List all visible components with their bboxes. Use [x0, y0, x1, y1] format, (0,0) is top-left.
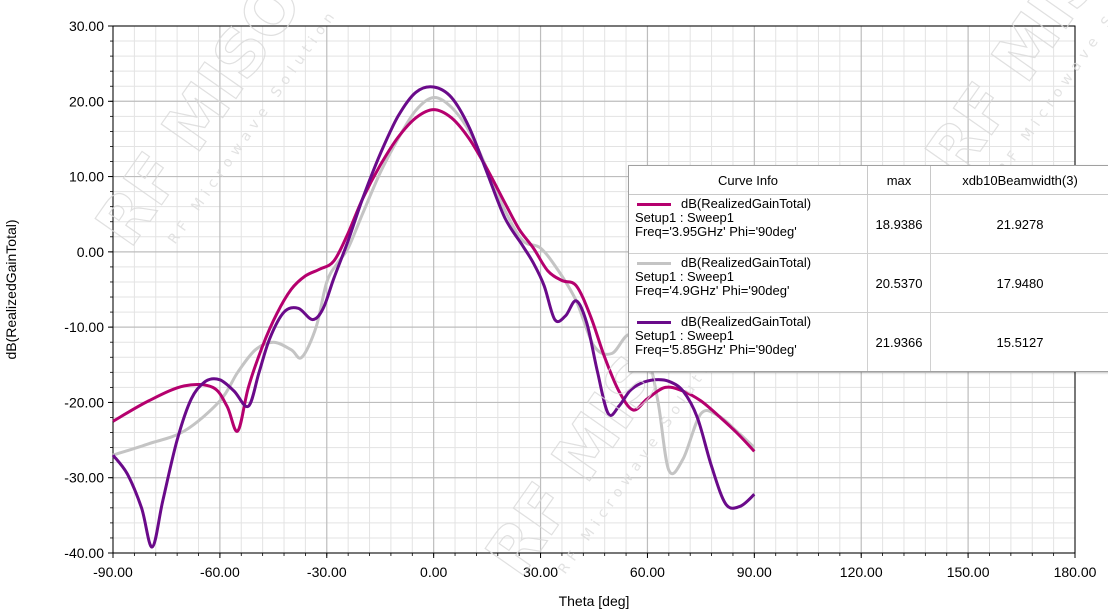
legend-swatch	[637, 320, 671, 324]
legend-beamwidth-value: 17.9480	[930, 253, 1108, 313]
x-tick-label: 120.00	[840, 564, 883, 580]
legend-curve-detail: Setup1 : Sweep1	[635, 269, 735, 284]
legend-row[interactable]: dB(RealizedGainTotal) Setup1 : Sweep1 Freq…	[629, 312, 1108, 371]
y-tick-label: 10.00	[69, 169, 104, 185]
series-line-1	[112, 108, 756, 453]
legend-header-max: max	[867, 166, 931, 195]
legend-swatch	[637, 261, 671, 265]
legend-series-name: dB(RealizedGainTotal)	[681, 314, 812, 329]
y-tick-label: 0.00	[77, 244, 104, 260]
y-tick-label: 30.00	[69, 18, 104, 34]
legend-curve-detail: Freq='3.95GHz' Phi='90deg'	[635, 224, 797, 239]
legend-max-value: 21.9366	[867, 312, 931, 371]
x-tick-label: 0.00	[420, 564, 447, 580]
watermark-text: RF MISO	[82, 0, 317, 259]
series-line-2	[112, 95, 756, 476]
x-tick-label: -60.00	[200, 564, 240, 580]
legend-curve-info: dB(RealizedGainTotal) Setup1 : Sweep1 Freq…	[629, 253, 868, 313]
legend-header-beamwidth: xdb10Beamwidth(3)	[930, 166, 1108, 195]
legend-curve-info: dB(RealizedGainTotal) Setup1 : Sweep1 Freq…	[629, 312, 868, 371]
legend-row[interactable]: dB(RealizedGainTotal) Setup1 : Sweep1 Freq…	[629, 253, 1108, 313]
legend-curve-detail: Setup1 : Sweep1	[635, 328, 735, 343]
legend-beamwidth-value: 21.9278	[930, 194, 1108, 254]
legend-beamwidth-value: 15.5127	[996, 334, 1044, 350]
series-layer	[111, 85, 756, 549]
y-tick-label: -40.00	[64, 545, 104, 561]
axis-ticks: -90.00 -60.00 -30.00 0.00 30.00 60.00 90.00 120…	[64, 18, 1096, 580]
y-tick-label: 20.00	[69, 93, 104, 109]
legend-series-name: dB(RealizedGainTotal)	[681, 196, 812, 211]
y-tick-label: -10.00	[64, 319, 104, 335]
legend-curve-detail: Freq='5.85GHz' Phi='90deg'	[635, 342, 797, 357]
x-tick-label: 60.00	[630, 564, 665, 580]
legend-max-value: 18.9386	[867, 194, 931, 254]
legend-swatch	[637, 202, 671, 206]
y-tick-label: -20.00	[64, 394, 104, 410]
x-axis-label: Theta [deg]	[559, 593, 630, 609]
legend-curve-detail: Freq='4.9GHz' Phi='90deg'	[635, 283, 790, 298]
legend-header-curve-info: Curve Info	[629, 166, 868, 195]
x-tick-label: 150.00	[947, 564, 990, 580]
legend-max-value: 20.5370	[867, 253, 931, 313]
x-tick-label: -30.00	[307, 564, 347, 580]
y-axis-label: dB(RealizedGainTotal)	[3, 219, 19, 359]
curve-info-legend[interactable]: Curve Info max xdb10Beamwidth(3) dB(Real…	[628, 165, 1108, 372]
x-tick-label: 180.00	[1054, 564, 1097, 580]
legend-curve-info: dB(RealizedGainTotal) Setup1 : Sweep1 Freq…	[629, 194, 868, 254]
legend-row[interactable]: dB(RealizedGainTotal) Setup1 : Sweep1 Freq…	[629, 194, 1108, 254]
x-tick-label: -90.00	[93, 564, 133, 580]
x-tick-label: 90.00	[737, 564, 772, 580]
legend-series-name: dB(RealizedGainTotal)	[681, 255, 812, 270]
y-tick-label: -30.00	[64, 470, 104, 486]
legend-curve-detail: Setup1 : Sweep1	[635, 210, 735, 225]
x-tick-label: 30.00	[523, 564, 558, 580]
series-line-3	[111, 85, 756, 549]
